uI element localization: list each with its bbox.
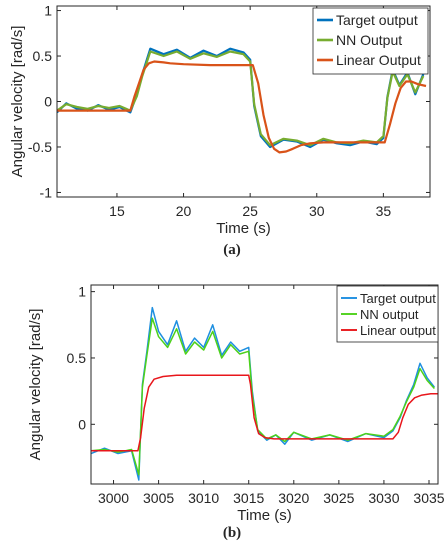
x-tick-label: 3030 xyxy=(368,490,399,506)
chart-b: 3000 3005 3010 3015 3020 3025 3030 3035 0 0.5 1 Tim… xyxy=(27,284,445,541)
x-tick-label: 20 xyxy=(176,203,192,219)
x-axis-label: Time (s) xyxy=(216,220,270,237)
x-tick-label: 3000 xyxy=(98,490,129,506)
x-axis-label: Time (s) xyxy=(237,507,291,524)
legend-entry: Linear output xyxy=(360,323,436,338)
x-tick-label: 3015 xyxy=(233,490,264,506)
x-tick-label: 35 xyxy=(376,203,392,219)
x-tick-label: 25 xyxy=(242,203,258,219)
x-tick-label: 3005 xyxy=(143,490,174,506)
legend-entry: Target output xyxy=(336,12,418,28)
y-tick-label: 1 xyxy=(44,3,52,19)
y-tick-label: 0.5 xyxy=(67,350,87,366)
legend-entry: Linear Output xyxy=(336,52,421,68)
y-tick-label: 0 xyxy=(78,416,86,432)
y-tick-label: 0 xyxy=(44,94,52,110)
caption: (a) xyxy=(223,242,241,258)
axes-box xyxy=(90,284,439,485)
y-axis-label: Angular velocity [rad/s] xyxy=(9,26,26,178)
y-tick-label: 1 xyxy=(78,284,86,300)
series-line-nn-output xyxy=(91,317,435,476)
x-tick-label: 3025 xyxy=(323,490,354,506)
x-tick-label: 15 xyxy=(109,203,125,219)
legend-entry: Target output xyxy=(360,291,436,306)
series-line-linear-output xyxy=(57,60,427,154)
x-tick-label: 30 xyxy=(309,203,325,219)
y-tick-label: 0.5 xyxy=(33,48,53,64)
x-tick-label: 3020 xyxy=(278,490,309,506)
x-tick-label: 3035 xyxy=(413,490,444,506)
plot-area xyxy=(91,306,438,481)
y-tick-label: -1 xyxy=(40,184,53,200)
series-line-linear-output xyxy=(91,374,438,452)
y-tick-label: -0.5 xyxy=(28,139,52,155)
legend: Target output NN Output Linear Output xyxy=(312,7,429,75)
series-line-nn-output xyxy=(57,50,425,147)
chart-a: 15 20 25 30 35 -1 -0.5 0 0.5 1 Time (s) Angular vel… xyxy=(9,3,431,258)
plot-area xyxy=(57,47,427,154)
legend-entry: NN output xyxy=(360,307,419,322)
x-tick-label: 3010 xyxy=(188,490,219,506)
legend-entry: NN Output xyxy=(336,32,402,48)
y-axis-label: Angular velocity [rad/s] xyxy=(27,309,44,461)
caption: (b) xyxy=(223,525,241,541)
